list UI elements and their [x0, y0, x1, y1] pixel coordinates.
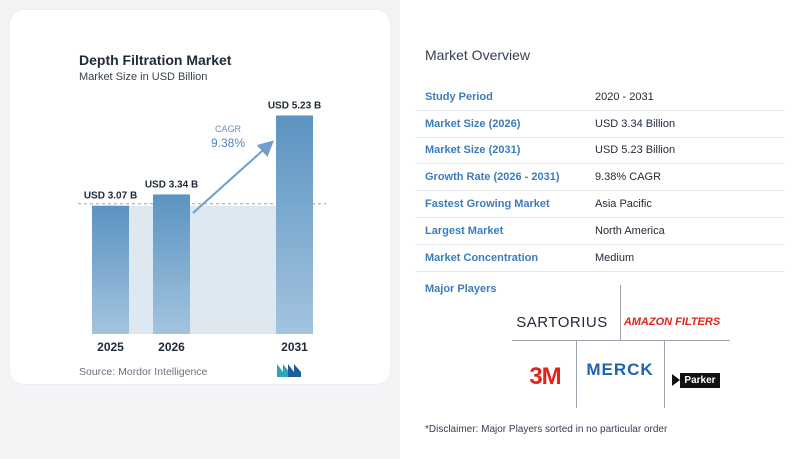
sartorius-logo: SARTORIUS — [516, 310, 607, 334]
cagr-label: CAGR — [215, 124, 242, 134]
overview-row-value: Asia Pacific — [595, 198, 652, 211]
overview-row-value: USD 5.23 Billion — [595, 144, 676, 157]
x-tick-2025: 2025 — [97, 340, 124, 354]
overview-row-value: 9.38% CAGR — [595, 171, 662, 184]
bar-2025 — [92, 205, 129, 334]
merck-name: MERCK — [586, 360, 654, 379]
x-tick-2026: 2026 — [158, 340, 185, 354]
3m-name: 3M — [529, 363, 561, 390]
overview-row: Fastest Growing Market Asia Pacific — [415, 191, 785, 218]
source-note: Source: Mordor Intelligence — [79, 366, 208, 378]
divider — [576, 340, 577, 408]
overview-row-label: Market Size (2026) — [425, 117, 521, 130]
overview-row-label: Growth Rate (2026 - 2031) — [425, 171, 560, 184]
overview-row-label: Largest Market — [425, 224, 504, 237]
overview-row: Largest Market North America — [415, 218, 785, 245]
divider — [664, 340, 665, 408]
overview-row-label: Study Period — [425, 90, 493, 103]
overview-row-value: 2020 - 2031 — [595, 90, 654, 103]
overview-row-label: Market Size (2031) — [425, 144, 521, 157]
cagr-arrow — [192, 140, 274, 214]
overview-row-value: North America — [595, 224, 665, 237]
parker-arrow-icon — [672, 374, 681, 386]
overview-row: Market Size (2031) USD 5.23 Billion — [415, 138, 785, 165]
chart-title: Depth Filtration Market — [79, 52, 232, 68]
amazon-filters-logo: AMAZON FILTERS — [622, 310, 722, 334]
data-label-2026: USD 3.34 B — [145, 179, 198, 190]
major-players-title: Major Players — [425, 283, 497, 295]
overview-table: Study Period 2020 - 2031 Market Size (2026… — [415, 84, 785, 272]
disclaimer: *Disclaimer: Major Players sorted in no … — [425, 424, 668, 435]
overview-row: Growth Rate (2026 - 2031) 9.38% CAGR — [415, 164, 785, 192]
sartorius-name: SARTORIUS — [516, 313, 608, 331]
x-tick-2031: 2031 — [281, 340, 308, 354]
overview-panel — [400, 0, 800, 459]
amazon-filters-name: AMAZON FILTERS — [623, 316, 721, 328]
parker-name: Parker — [680, 372, 720, 388]
mordor-logo-icon — [277, 364, 301, 377]
divider — [512, 340, 730, 341]
overview-row: Market Size (2026) USD 3.34 Billion — [415, 111, 785, 138]
bar-2031 — [276, 115, 313, 334]
data-label-2025: USD 3.07 B — [84, 191, 137, 202]
chart-subtitle: Market Size in USD Billion — [79, 71, 208, 83]
overview-row-value: USD 3.34 Billion — [595, 117, 676, 130]
divider — [620, 285, 621, 340]
merck-logo: MERCK — [578, 356, 662, 384]
overview-row: Market Concentration Medium — [415, 245, 785, 272]
3m-logo: 3M — [518, 362, 572, 392]
bar-2026 — [153, 194, 190, 334]
overview-title: Market Overview — [425, 47, 531, 63]
parker-logo: Parker — [668, 370, 724, 390]
cagr-value: 9.38% — [211, 136, 245, 150]
overview-row-label: Fastest Growing Market — [425, 198, 550, 211]
overview-row-value: Medium — [595, 251, 635, 264]
overview-row: Study Period 2020 - 2031 — [415, 84, 785, 111]
overview-row-label: Market Concentration — [425, 251, 539, 264]
bar-chart: USD 3.07 B 2025 USD 3.34 B 2026 USD 5.23 B 20… — [78, 100, 326, 354]
data-label-2031: USD 5.23 B — [268, 100, 321, 111]
